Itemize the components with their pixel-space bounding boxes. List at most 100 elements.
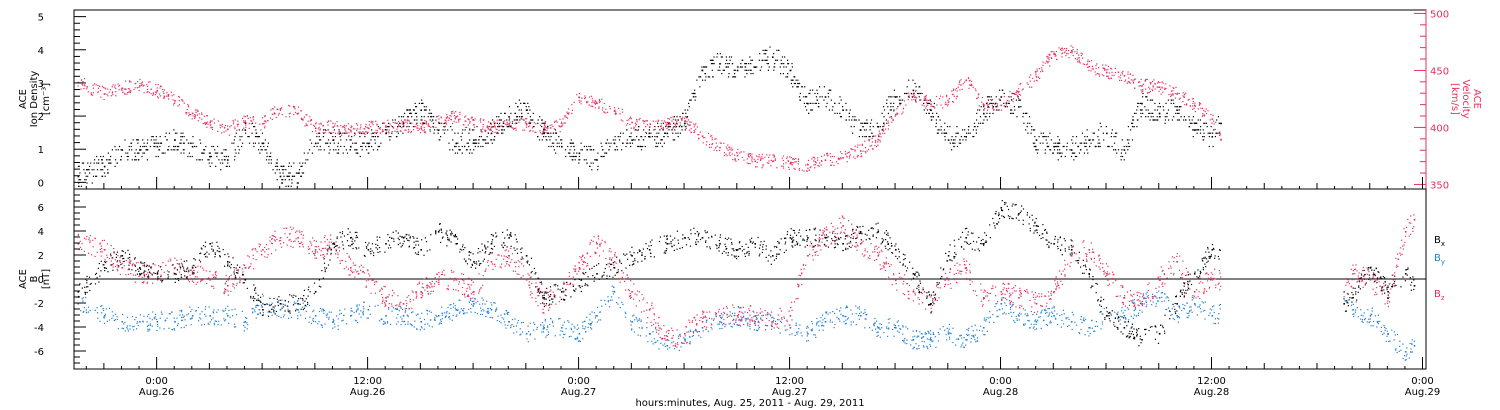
data-point (952, 89, 955, 91)
data-point (1173, 116, 1175, 118)
data-point (991, 103, 993, 105)
data-point (627, 142, 629, 144)
data-point (523, 102, 525, 104)
data-point (1023, 324, 1025, 326)
data-point (156, 91, 158, 93)
data-point (993, 109, 995, 111)
data-point (1126, 139, 1128, 141)
data-point (732, 159, 734, 161)
data-point (924, 99, 926, 101)
data-point (470, 117, 473, 119)
data-point (359, 136, 361, 138)
data-point (670, 117, 672, 119)
data-point (342, 319, 344, 321)
data-point (634, 129, 636, 131)
data-point (892, 119, 894, 121)
data-point (790, 69, 792, 71)
data-point (995, 109, 998, 111)
data-point (468, 301, 470, 303)
data-point (560, 126, 562, 128)
data-point (689, 121, 691, 123)
data-point (293, 114, 295, 116)
data-point (836, 316, 838, 318)
data-point (83, 162, 85, 164)
data-point (1071, 51, 1073, 53)
data-point (1203, 122, 1205, 124)
data-point (950, 139, 952, 141)
data-point (237, 120, 239, 122)
data-point (712, 319, 715, 321)
data-point (1050, 51, 1052, 53)
data-point (1107, 315, 1109, 317)
data-point (496, 122, 498, 124)
data-point (244, 129, 247, 131)
data-point (245, 132, 247, 134)
data-point (906, 339, 908, 341)
data-point (183, 102, 185, 104)
data-point (732, 149, 734, 151)
data-point (494, 131, 496, 133)
data-point (408, 128, 410, 131)
data-point (1024, 313, 1026, 315)
data-point (878, 136, 880, 138)
data-point (711, 143, 713, 145)
data-point (223, 149, 225, 151)
data-point (449, 117, 451, 119)
data-point (952, 142, 954, 144)
data-point (555, 120, 557, 122)
data-point (481, 313, 484, 316)
data-point (212, 145, 215, 148)
data-point (838, 158, 840, 160)
data-point (675, 132, 677, 134)
data-point (256, 136, 258, 138)
data-point (1012, 101, 1014, 103)
data-point (159, 145, 161, 148)
data-point (772, 319, 775, 322)
data-point (584, 97, 586, 100)
data-point (850, 321, 852, 323)
data-point (1048, 145, 1050, 148)
data-point (907, 328, 909, 330)
data-point (1151, 304, 1153, 306)
data-point (883, 332, 885, 334)
data-point (474, 118, 476, 120)
data-point (1114, 67, 1116, 69)
data-point (323, 132, 325, 134)
data-point (1033, 80, 1035, 82)
data-point (121, 88, 123, 90)
data-point (219, 124, 221, 126)
data-point (1053, 307, 1055, 309)
data-point (1092, 132, 1094, 134)
data-point (612, 290, 614, 292)
data-point (146, 91, 148, 93)
data-point (92, 87, 94, 89)
data-point (705, 144, 707, 146)
data-point (876, 326, 879, 328)
data-point (1152, 301, 1154, 303)
data-point (963, 346, 965, 348)
data-point (307, 159, 309, 161)
data-point (329, 149, 331, 151)
data-point (1046, 311, 1048, 314)
data-point (516, 331, 518, 333)
data-point (865, 314, 867, 316)
data-point (630, 136, 632, 138)
data-point (553, 121, 556, 123)
data-point (454, 152, 456, 154)
data-point (617, 136, 619, 138)
data-point (1106, 132, 1108, 135)
data-point (1060, 48, 1062, 50)
data-point (626, 139, 628, 141)
data-point (168, 313, 170, 315)
data-point (684, 338, 686, 340)
data-point (1191, 119, 1193, 121)
data-point (956, 145, 958, 148)
data-point (648, 136, 650, 138)
data-point (1032, 313, 1034, 316)
data-point (97, 84, 99, 87)
data-point (818, 329, 820, 331)
data-point (82, 300, 84, 302)
data-point (609, 299, 611, 301)
data-point (447, 129, 449, 131)
data-point (656, 145, 659, 148)
